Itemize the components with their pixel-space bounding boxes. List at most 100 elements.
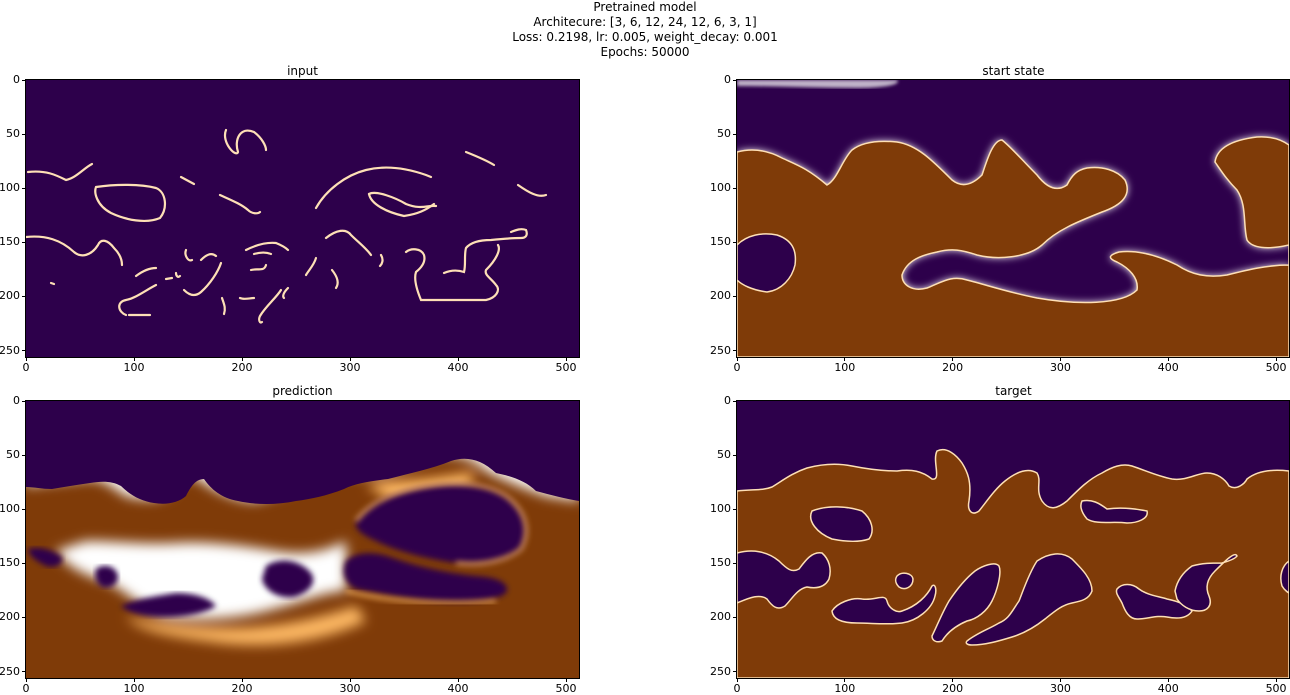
hole-region xyxy=(1280,560,1289,594)
contour-line xyxy=(218,193,262,215)
contour-line xyxy=(464,150,496,167)
panel-target: target 0 100 200 300 400 500 0 50 100 150 200 250 xyxy=(710,382,1290,695)
y-tick-label: 200 xyxy=(710,289,731,303)
y-tick-mark xyxy=(733,241,737,243)
y-tick-mark xyxy=(733,295,737,297)
y-tick-label: 250 xyxy=(710,664,731,678)
y-tick-mark xyxy=(22,508,26,510)
hole-region xyxy=(737,550,831,609)
x-tick-mark xyxy=(1275,678,1277,682)
x-tick-mark xyxy=(1167,678,1169,682)
heatmap-image xyxy=(26,401,579,678)
heatmap-image xyxy=(737,80,1289,357)
y-tick-mark xyxy=(733,616,737,618)
y-tick-mark xyxy=(22,671,26,672)
x-tick-mark xyxy=(844,357,846,361)
x-tick-mark xyxy=(1059,357,1061,361)
y-tick-mark xyxy=(22,187,26,189)
panel-prediction: prediction 0 100 200 300 400 500 0 5 xyxy=(0,382,600,695)
y-tick-mark xyxy=(733,400,737,402)
contour-line xyxy=(404,243,500,302)
y-tick-label: 150 xyxy=(0,556,20,570)
x-tick-label: 300 xyxy=(339,682,361,695)
x-tick-label: 400 xyxy=(447,682,469,695)
panel-start-state: start state 0 100 200 300 400 500 0 50 100 150 200… xyxy=(710,62,1290,374)
x-tick-label: 300 xyxy=(339,361,361,374)
y-tick-label: 100 xyxy=(0,181,20,195)
contour-line xyxy=(249,263,268,272)
low-region xyxy=(26,401,579,504)
contour-line xyxy=(238,296,256,300)
y-tick-mark xyxy=(22,562,26,564)
x-tick-label: 500 xyxy=(1265,361,1287,374)
x-tick-mark xyxy=(565,678,567,682)
y-tick-label: 50 xyxy=(717,127,731,141)
hole-region xyxy=(831,584,937,625)
hole-region xyxy=(1174,554,1238,612)
hole-region xyxy=(1080,499,1148,524)
y-tick-mark xyxy=(733,187,737,189)
x-tick-mark xyxy=(736,678,738,682)
heatmap-plot xyxy=(25,79,580,358)
contour-line xyxy=(252,251,273,256)
x-tick-mark xyxy=(25,678,27,682)
x-tick-label: 0 xyxy=(733,361,741,374)
x-tick-label: 500 xyxy=(555,361,577,374)
contour-line xyxy=(282,286,290,300)
x-tick-label: 500 xyxy=(1265,682,1287,695)
x-tick-mark xyxy=(844,678,846,682)
y-tick-mark xyxy=(733,562,737,564)
x-tick-mark xyxy=(133,357,135,361)
contour-line xyxy=(367,192,436,218)
heatmap-plot xyxy=(25,400,580,679)
x-tick-label: 300 xyxy=(1049,682,1071,695)
contour-line xyxy=(49,281,56,286)
panel-title: prediction xyxy=(272,384,333,398)
contour-line xyxy=(220,296,226,316)
contour-line xyxy=(378,253,384,268)
panel-input: input xyxy=(0,62,600,374)
y-tick-mark xyxy=(22,79,26,81)
contour-line xyxy=(134,266,158,278)
contour-line xyxy=(179,175,196,186)
y-tick-mark xyxy=(733,79,737,81)
background-region xyxy=(26,80,579,357)
panel-title: input xyxy=(287,64,318,78)
contour-line xyxy=(94,183,166,223)
y-tick-label: 100 xyxy=(710,502,731,516)
x-tick-mark xyxy=(952,678,954,682)
y-tick-mark xyxy=(22,350,26,351)
y-tick-mark xyxy=(22,454,26,456)
suptitle-line: Loss: 0.2198, lr: 0.005, weight_decay: 0… xyxy=(512,30,778,44)
contour-line xyxy=(199,253,218,262)
contour-line xyxy=(164,276,174,281)
x-tick-mark xyxy=(241,357,243,361)
x-tick-label: 0 xyxy=(733,682,741,695)
y-tick-mark xyxy=(22,133,26,135)
x-tick-mark xyxy=(1275,357,1277,361)
x-tick-label: 500 xyxy=(555,682,577,695)
y-tick-label: 150 xyxy=(710,235,731,249)
y-tick-label: 100 xyxy=(710,181,731,195)
hole-region xyxy=(1115,583,1193,620)
x-tick-label: 0 xyxy=(22,361,30,374)
x-tick-label: 200 xyxy=(231,361,253,374)
x-tick-label: 100 xyxy=(123,361,145,374)
heatmap-plot xyxy=(736,79,1290,358)
suptitle-line: Epochs: 50000 xyxy=(600,45,690,59)
panel-title: start state xyxy=(982,64,1045,78)
contour-line xyxy=(26,162,94,182)
low-region xyxy=(28,547,63,567)
hole-region xyxy=(894,572,914,590)
y-tick-mark xyxy=(22,400,26,402)
contour-line xyxy=(324,229,373,257)
y-tick-mark xyxy=(733,508,737,510)
x-tick-label: 100 xyxy=(123,682,145,695)
low-region xyxy=(343,553,507,602)
y-tick-label: 50 xyxy=(717,448,731,462)
contour-line xyxy=(174,271,182,278)
x-tick-mark xyxy=(349,357,351,361)
panel-title: target xyxy=(995,384,1032,398)
y-tick-label: 0 xyxy=(724,73,731,86)
contour-line xyxy=(442,228,528,275)
